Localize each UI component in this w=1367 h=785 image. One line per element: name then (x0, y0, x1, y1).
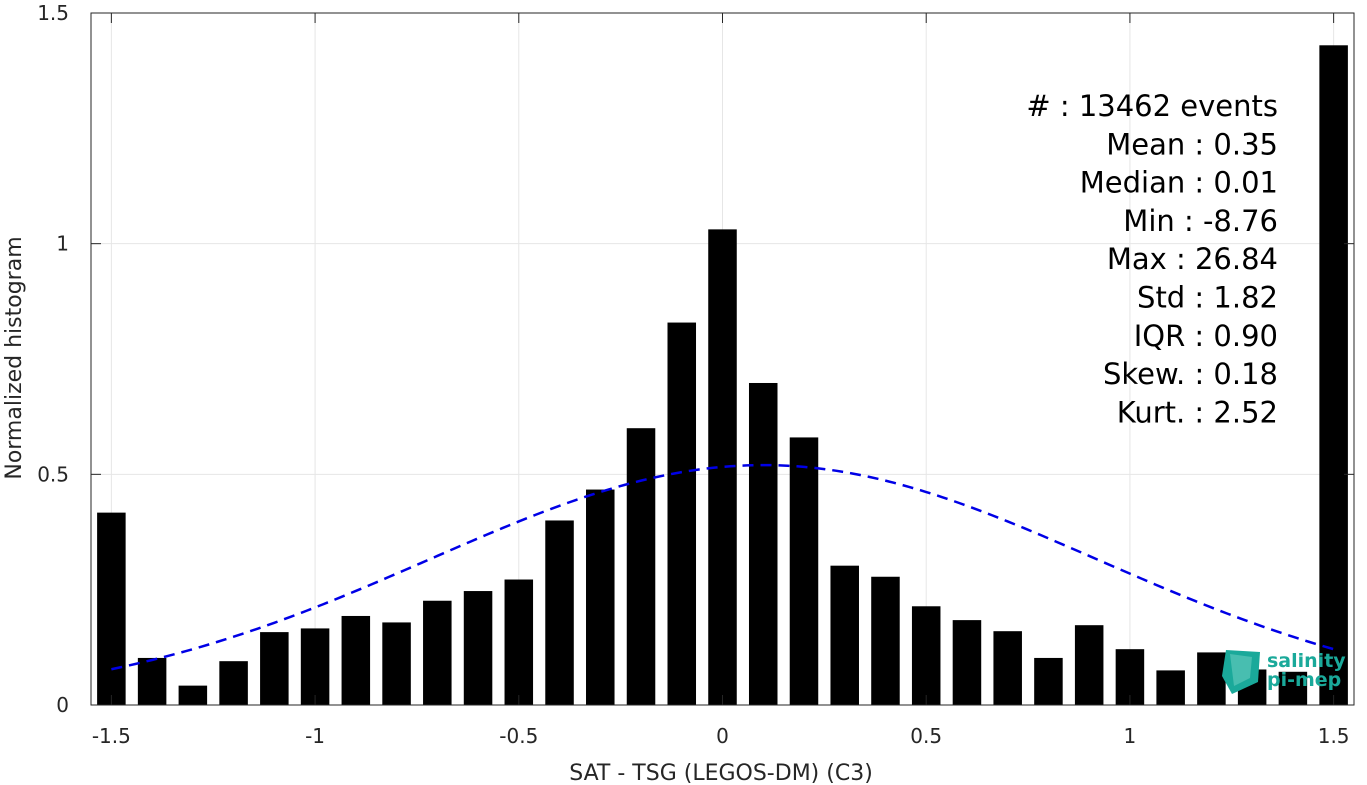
x-tick-label: -1.5 (92, 724, 131, 748)
y-axis-label: Normalized histogram (2, 236, 27, 479)
y-tick-label: 0 (56, 693, 69, 717)
histogram-bar (260, 632, 289, 705)
x-tick-label: -1 (305, 724, 325, 748)
statistics-annotation: # : 13462 events Mean : 0.35 Median : 0.01… (1026, 89, 1278, 429)
stat-line: Skew. : 0.18 (1103, 357, 1278, 391)
histogram-bar (300, 628, 330, 705)
histogram-bar (1074, 625, 1104, 705)
histogram-bar (504, 579, 534, 705)
axis-ticks (91, 12, 1354, 706)
logo-text-pi-mep: pi-mep (1267, 669, 1341, 691)
histogram-bar (952, 620, 982, 705)
x-tick-label: 0.5 (910, 724, 942, 748)
histogram-bar (463, 591, 493, 705)
histogram-bar (993, 631, 1022, 705)
y-tick-label: 1.5 (37, 1, 69, 25)
histogram-bar (871, 576, 900, 705)
fit-curve-line (111, 463, 1334, 671)
histogram-bar (1319, 45, 1348, 705)
histogram-bar (423, 600, 452, 705)
y-tick-labels: 0 0.5 1 1.5 (37, 1, 69, 717)
histogram-bar (667, 322, 697, 705)
x-tick-label: 1.5 (1318, 724, 1350, 748)
stat-line: Min : -8.76 (1123, 204, 1278, 238)
y-tick-label: 1 (56, 232, 69, 256)
histogram-bar (137, 657, 167, 705)
y-tick-label: 0.5 (37, 462, 69, 486)
stat-line: Max : 26.84 (1107, 242, 1278, 276)
x-tick-label: 0 (716, 724, 729, 748)
histogram-bar (178, 685, 208, 705)
stat-line: # : 13462 events (1026, 89, 1278, 123)
histogram-bar (626, 428, 656, 705)
stat-line: IQR : 0.90 (1134, 319, 1278, 353)
histogram-bar (97, 512, 126, 705)
histogram-bar (748, 382, 778, 705)
histogram-bar (1156, 670, 1185, 705)
histogram-bar (545, 520, 574, 705)
histogram-bar (1278, 671, 1308, 705)
stat-line: Std : 1.82 (1137, 281, 1278, 315)
histogram-bar (219, 661, 248, 705)
stat-line: Median : 0.01 (1080, 166, 1278, 200)
x-tick-label: 1 (1124, 724, 1137, 748)
logo-icon (1222, 650, 1260, 694)
stat-line: Mean : 0.35 (1106, 127, 1278, 161)
x-tick-labels: -1.5 -1 -0.5 0 0.5 1 1.5 (92, 724, 1350, 748)
histogram-bar (911, 606, 941, 705)
salinity-pi-mep-logo: salinity pi-mep (1222, 650, 1346, 694)
x-axis-label: SAT - TSG (LEGOS-DM) (C3) (569, 761, 873, 785)
histogram-bar (341, 615, 371, 705)
histogram-bar (789, 437, 819, 705)
histogram-bar (830, 565, 859, 705)
histogram-bar (586, 489, 615, 705)
histogram-bar (1034, 657, 1063, 705)
stat-line: Kurt. : 2.52 (1117, 395, 1278, 429)
histogram-bars (97, 45, 1348, 705)
logo-text-salinity: salinity (1267, 650, 1346, 672)
x-tick-label: -0.5 (499, 724, 538, 748)
histogram-bar (1197, 652, 1226, 705)
histogram-bar (382, 622, 411, 705)
